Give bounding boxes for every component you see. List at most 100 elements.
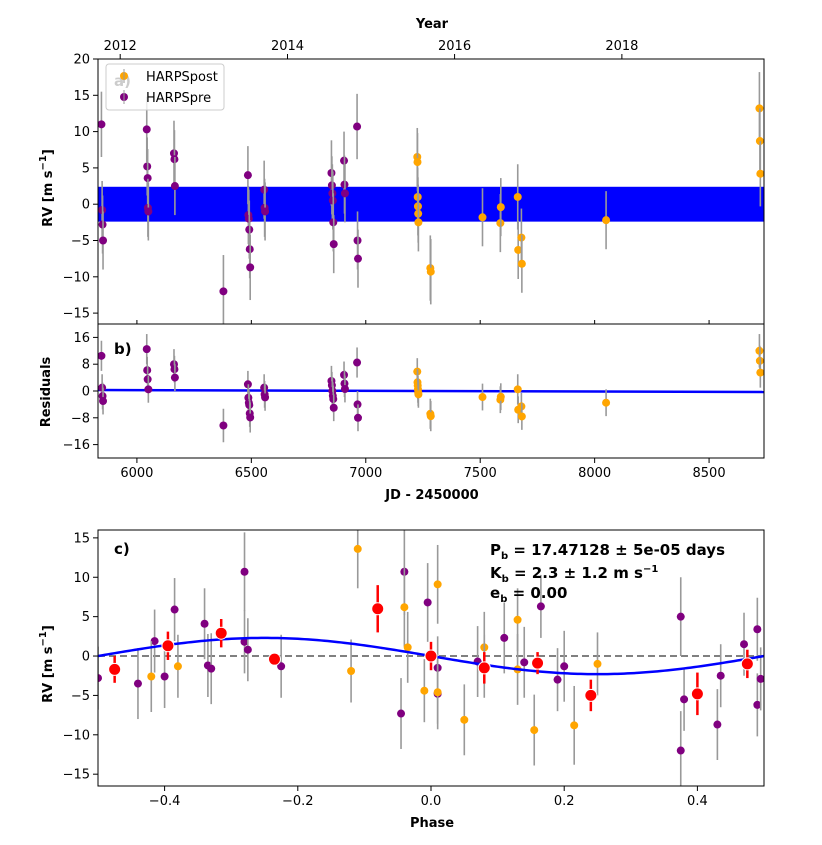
panel-b-label: b) <box>114 340 132 358</box>
param-eccentricity: eb = 0.00 <box>490 584 567 605</box>
data-point <box>753 625 762 634</box>
data-point <box>98 351 106 360</box>
model-line <box>98 388 764 394</box>
data-point <box>147 672 156 681</box>
y-tick-label: 0 <box>82 198 90 213</box>
x-tick-label: −0.4 <box>149 794 181 809</box>
data-point <box>414 218 423 227</box>
x-top-tick-label: 2012 <box>104 39 137 54</box>
panel-b-ylabel: Residuals <box>39 356 54 427</box>
series-HARPSpost <box>147 530 602 766</box>
data-point <box>133 679 142 688</box>
binned-points <box>108 585 754 716</box>
data-point <box>420 686 429 695</box>
data-point <box>240 567 249 576</box>
binned-point <box>424 649 438 663</box>
x-tick-label: −0.2 <box>282 794 314 809</box>
panel-c-xlabel: Phase <box>410 816 454 831</box>
data-point <box>553 675 562 684</box>
data-point <box>756 368 764 377</box>
data-point <box>142 125 151 134</box>
data-point <box>403 643 412 652</box>
data-point <box>676 612 685 621</box>
panel-b-plot-area: −16 −8 0 8 16 6000 6500 7000 7500 8000 8500 <box>63 323 765 481</box>
data-point <box>513 615 522 624</box>
data-point <box>144 207 153 216</box>
x-tick-label: 0.0 <box>421 794 442 809</box>
data-point <box>460 715 469 724</box>
x-tick-label: 8500 <box>693 466 726 481</box>
data-point <box>340 189 349 198</box>
panel-a-clipped <box>98 72 764 324</box>
binned-point <box>214 626 228 640</box>
binned-point <box>371 602 385 616</box>
data-point <box>513 385 522 394</box>
data-point <box>740 640 749 649</box>
data-point <box>99 236 108 245</box>
data-point <box>500 633 509 642</box>
data-point <box>602 216 611 225</box>
y-tick-label: 10 <box>73 125 90 140</box>
legend-label-post: HARPSpost <box>146 70 218 85</box>
data-point <box>98 674 102 683</box>
data-point <box>277 662 286 671</box>
data-point <box>517 259 526 268</box>
data-point <box>353 544 362 553</box>
data-point <box>353 254 362 263</box>
data-point <box>340 384 349 393</box>
data-point <box>207 664 216 673</box>
param-amplitude: Kb = 2.3 ± 1.2 m s−1 <box>490 564 658 585</box>
y-tick-label: −8 <box>71 411 90 426</box>
panel-b-clipped <box>98 334 764 443</box>
data-point <box>676 746 685 755</box>
data-point <box>602 398 611 407</box>
orbital-parameters: Pb = 17.47128 ± 5e-05 days Kb = 2.3 ± 1.… <box>490 541 725 605</box>
data-point <box>560 662 569 671</box>
data-point <box>353 358 362 367</box>
data-point <box>478 213 487 222</box>
data-point <box>219 287 228 296</box>
binned-point <box>161 639 175 653</box>
data-point <box>753 700 762 709</box>
data-point <box>496 392 505 401</box>
x-tick-label: 6000 <box>120 466 153 481</box>
data-point <box>170 605 179 614</box>
binned-point <box>740 657 754 671</box>
panel-c-phase-folded: −15 −10 −5 0 5 10 15 −0.4 −0.2 0.0 0.2 0.4 c) Pb = … <box>38 529 765 831</box>
data-point <box>347 666 356 675</box>
y-tick-label: −10 <box>63 270 90 285</box>
data-point <box>433 580 442 589</box>
data-point <box>200 619 209 628</box>
legend-label-pre: HARPSpre <box>146 91 211 106</box>
y-tick-label: −15 <box>63 768 90 783</box>
data-point <box>413 158 422 167</box>
data-point <box>423 598 432 607</box>
data-point <box>680 695 689 704</box>
x-tick-label: 7500 <box>464 466 497 481</box>
series-HARPSpost <box>413 72 764 305</box>
data-point <box>756 674 764 683</box>
data-point <box>142 345 151 354</box>
binned-point <box>584 688 598 702</box>
data-point <box>246 413 255 422</box>
data-point <box>240 637 249 646</box>
data-point <box>478 393 487 402</box>
data-point <box>426 267 435 276</box>
data-point <box>353 122 362 131</box>
y-tick-label: −16 <box>63 438 90 453</box>
data-point <box>517 412 526 421</box>
x-top-tick-label: 2014 <box>271 39 304 54</box>
panel-c-label: c) <box>114 540 130 558</box>
series-HARPSpre <box>98 334 362 443</box>
y-tick-label: 20 <box>73 53 90 68</box>
data-point <box>160 672 169 681</box>
x-tick-label: 8000 <box>578 466 611 481</box>
y-tick-label: −5 <box>71 234 90 249</box>
y-tick-label: 10 <box>73 571 90 586</box>
model-band <box>98 186 764 222</box>
x-tick-label: 0.4 <box>687 794 708 809</box>
y-tick-label: 16 <box>73 331 90 346</box>
data-point <box>261 207 270 216</box>
x-tick-label: 6500 <box>235 466 268 481</box>
